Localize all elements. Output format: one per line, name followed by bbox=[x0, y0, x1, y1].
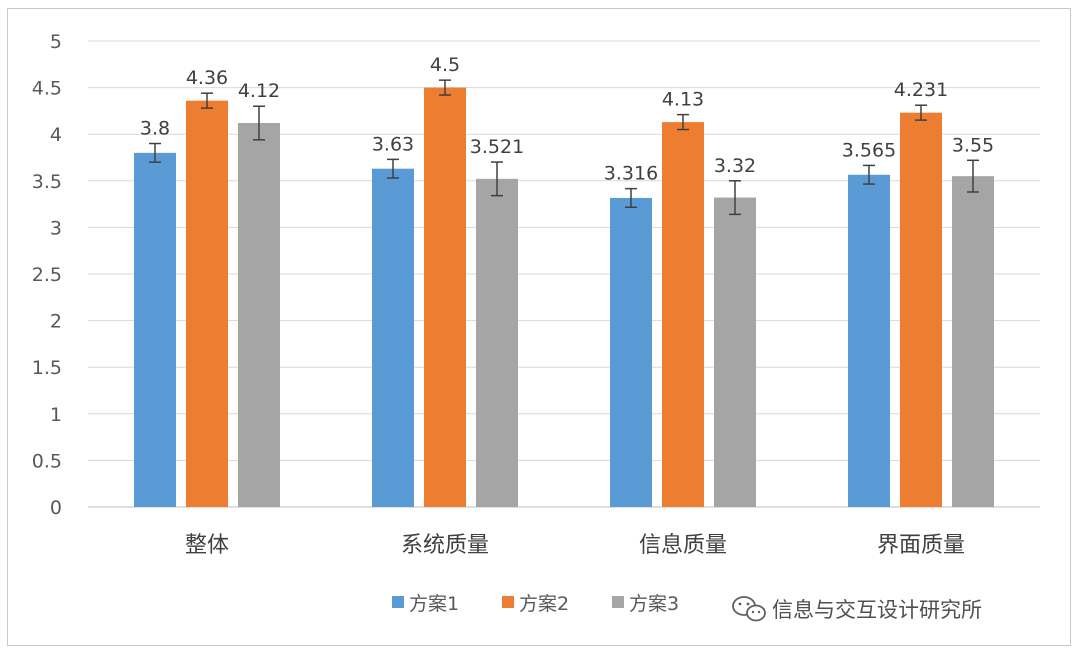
y-tick-label: 0.5 bbox=[32, 450, 62, 472]
wechat-icon bbox=[732, 596, 766, 622]
category-label: 整体 bbox=[185, 533, 229, 558]
legend-swatch bbox=[612, 596, 624, 608]
category-label: 信息质量 bbox=[639, 533, 727, 558]
bar bbox=[610, 197, 652, 508]
watermark-text: 信息与交互设计研究所 bbox=[772, 598, 982, 622]
bars: 3.8 4.36 4.12 3.63 4.5 3.521 3.316 4.13 3.32 3.56… bbox=[134, 54, 994, 508]
chart-frame bbox=[7, 8, 1071, 646]
bar bbox=[662, 122, 704, 508]
bar bbox=[372, 168, 414, 507]
y-tick-label: 4.5 bbox=[32, 78, 62, 100]
data-label: 3.521 bbox=[470, 136, 524, 158]
y-tick-label: 2.5 bbox=[32, 264, 62, 286]
y-tick-label: 5 bbox=[50, 31, 62, 53]
y-tick-label: 1 bbox=[50, 404, 62, 426]
y-tick-label: 3.5 bbox=[32, 171, 62, 193]
bar bbox=[186, 100, 228, 507]
watermark: 信息与交互设计研究所 bbox=[732, 596, 982, 622]
gridlines bbox=[88, 40, 1040, 508]
bar bbox=[476, 178, 518, 507]
data-label: 3.565 bbox=[842, 139, 896, 161]
data-label: 3.8 bbox=[140, 118, 170, 140]
x-axis-categories: 整体 系统质量 信息质量 界面质量 bbox=[185, 533, 965, 558]
y-tick-label: 4 bbox=[50, 124, 62, 146]
y-tick-label: 1.5 bbox=[32, 357, 62, 379]
legend-label: 方案3 bbox=[629, 593, 679, 615]
y-tick-label: 3 bbox=[50, 217, 62, 239]
legend-swatch bbox=[502, 596, 514, 608]
data-label: 4.5 bbox=[430, 54, 460, 76]
y-tick-label: 2 bbox=[50, 311, 62, 333]
data-label: 4.36 bbox=[186, 67, 228, 89]
legend-label: 方案1 bbox=[409, 593, 459, 615]
bar bbox=[952, 176, 994, 507]
data-label: 3.316 bbox=[604, 163, 658, 185]
y-axis-ticks: 0 0.5 1 1.5 2 2.5 3 3.5 4 4.5 5 bbox=[32, 31, 62, 519]
data-label: 3.63 bbox=[372, 133, 414, 155]
bar bbox=[714, 197, 756, 508]
bar bbox=[900, 112, 942, 507]
data-label: 3.32 bbox=[714, 155, 756, 177]
category-label: 系统质量 bbox=[401, 533, 489, 558]
data-label: 4.231 bbox=[894, 79, 948, 101]
category-label: 界面质量 bbox=[877, 533, 965, 558]
data-label: 3.55 bbox=[952, 134, 994, 156]
data-label: 4.12 bbox=[238, 80, 280, 102]
legend: 方案1 方案2 方案3 bbox=[392, 593, 679, 615]
data-label: 4.13 bbox=[662, 89, 704, 111]
legend-label: 方案2 bbox=[519, 593, 569, 615]
bar bbox=[238, 123, 280, 508]
legend-swatch bbox=[392, 596, 404, 608]
bar bbox=[134, 152, 176, 507]
y-tick-label: 0 bbox=[50, 497, 62, 519]
bar bbox=[424, 87, 466, 507]
bar bbox=[848, 174, 890, 507]
